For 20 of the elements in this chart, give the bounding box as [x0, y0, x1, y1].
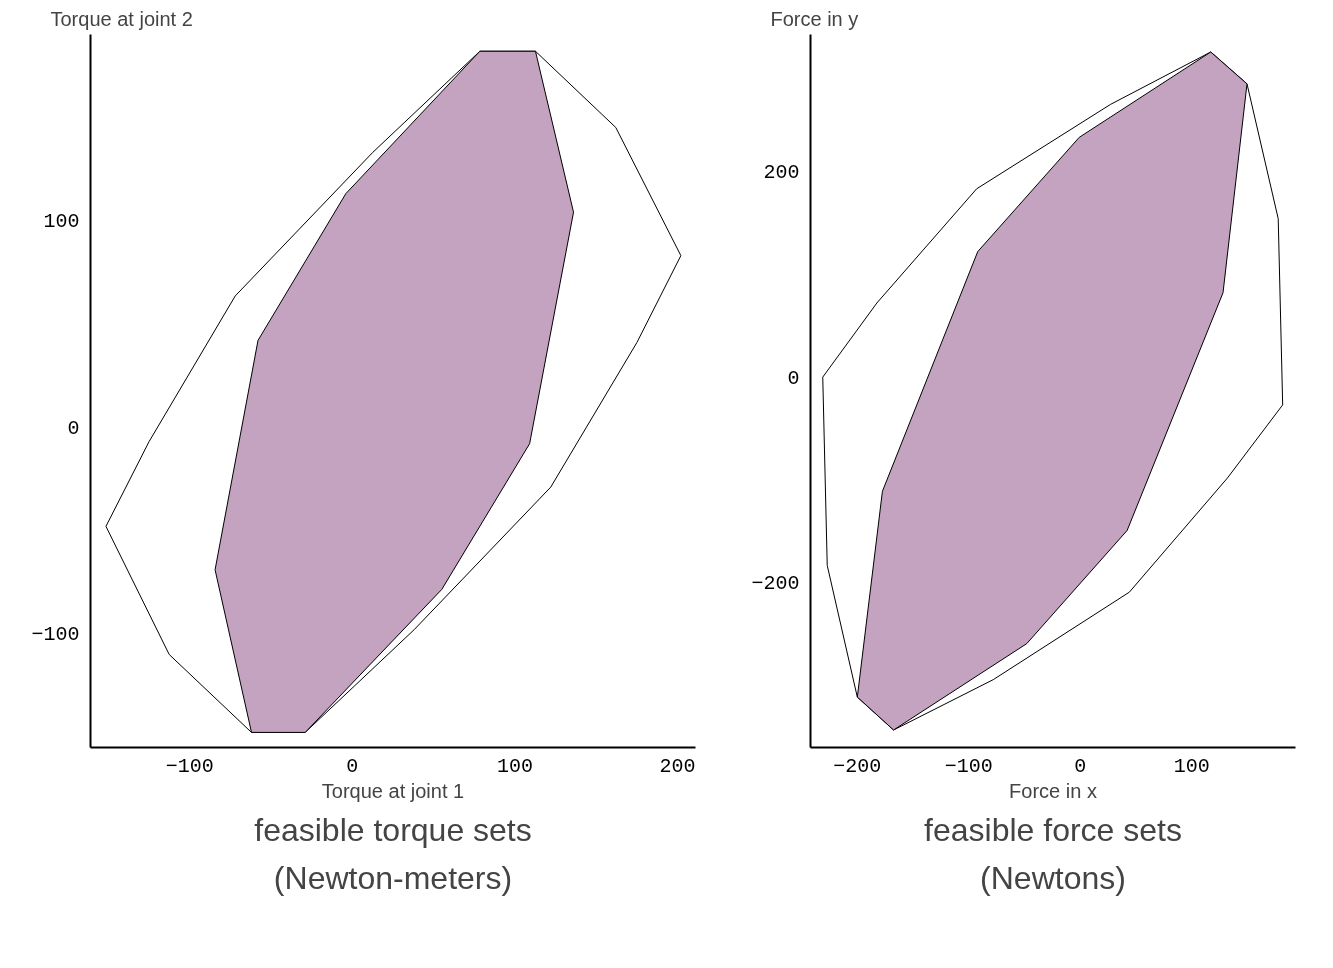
y-tick-label: 0	[787, 366, 800, 390]
y-tick-label: 0	[67, 416, 80, 440]
y-tick-label: −100	[31, 623, 80, 647]
y-tick-label: −200	[751, 572, 800, 596]
y-axis-title: Force in y	[770, 7, 859, 30]
y-axis-title: Torque at joint 2	[50, 7, 193, 30]
x-tick-label: 100	[496, 754, 533, 778]
text: feasible force sets (Newtons)	[924, 811, 1182, 896]
x-tick-label: −200	[833, 754, 882, 778]
x-axis-title: Torque at joint 1	[321, 779, 465, 802]
y-tick-label: 100	[43, 210, 80, 233]
x-tick-label: 100	[1173, 754, 1210, 778]
text: feasible torque sets (Newton-meters)	[254, 811, 532, 896]
x-axis-title: Force in x	[1009, 779, 1097, 802]
x-tick-label: 200	[659, 754, 696, 778]
x-tick-label: 0	[1074, 754, 1087, 778]
x-tick-label: −100	[165, 754, 214, 778]
y-tick-label: 200	[763, 160, 800, 184]
x-tick-label: −100	[944, 754, 993, 778]
x-tick-label: 0	[346, 754, 359, 778]
